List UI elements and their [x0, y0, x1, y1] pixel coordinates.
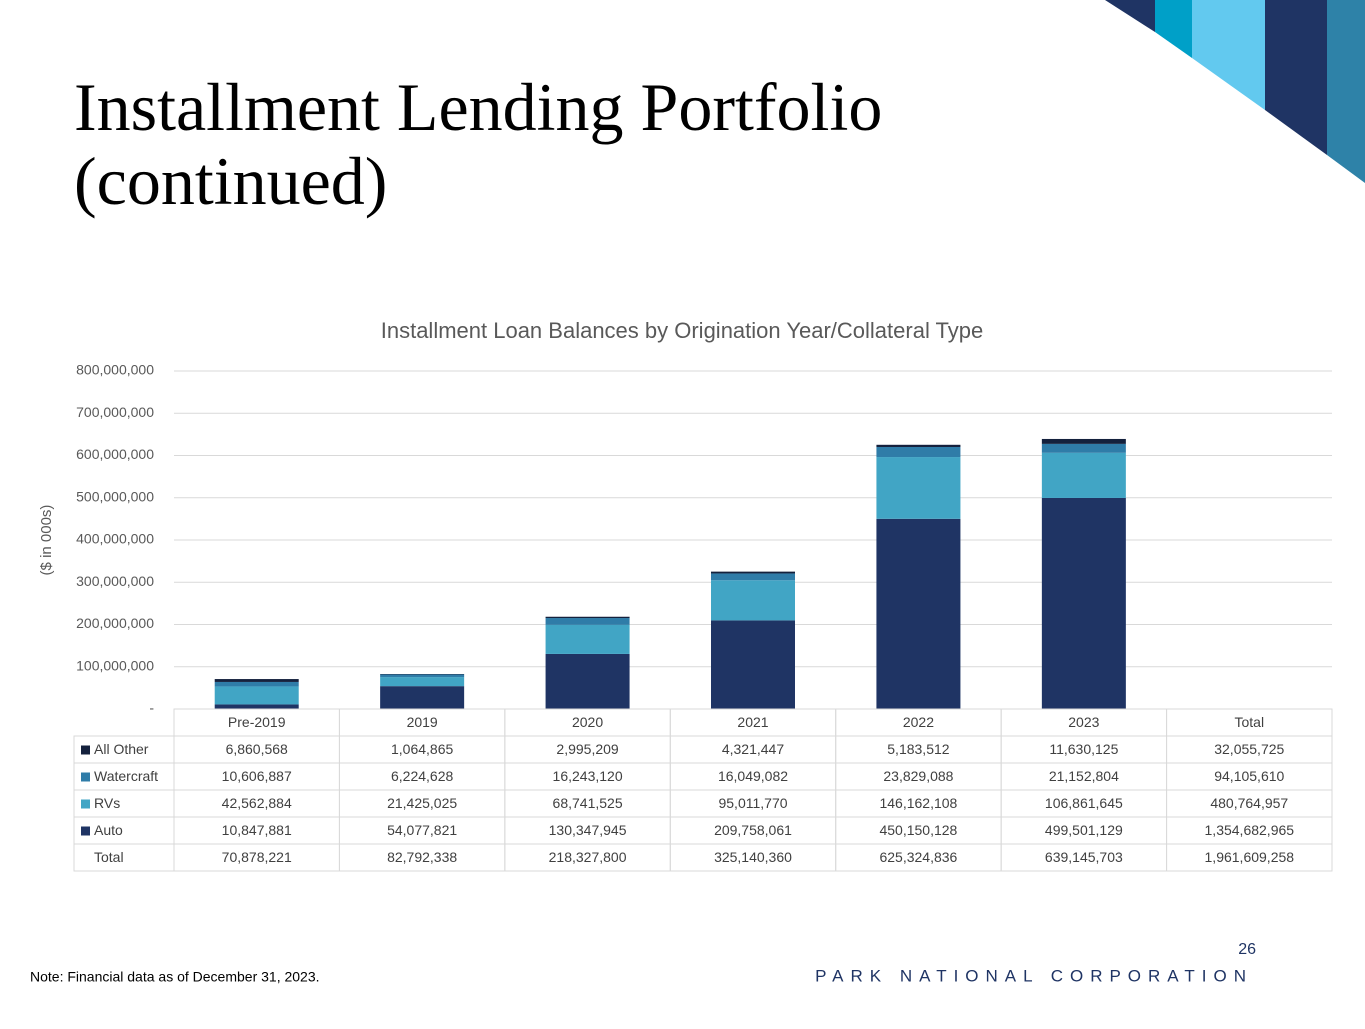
- table-value: 6,860,568: [226, 741, 288, 757]
- legend-label: RVs: [94, 795, 120, 811]
- table-cell: [74, 844, 174, 871]
- bar-segment: [215, 679, 299, 682]
- table-total: 32,055,725: [1214, 741, 1284, 757]
- table-value: 23,829,088: [883, 768, 953, 784]
- table-value: 16,243,120: [553, 768, 623, 784]
- y-tick-label: -: [149, 700, 154, 716]
- bar-segment: [380, 686, 464, 709]
- column-header: Pre-2019: [228, 714, 286, 730]
- column-header: 2021: [737, 714, 768, 730]
- column-header: Total: [1234, 714, 1264, 730]
- company-name: PARK NATIONAL CORPORATION: [815, 966, 1253, 985]
- table-value: 1,064,865: [391, 741, 453, 757]
- y-tick-label: 800,000,000: [76, 362, 154, 378]
- table-total: 82,792,338: [387, 849, 457, 865]
- y-axis-label: ($ in 000s): [38, 505, 55, 576]
- table-total: 325,140,360: [714, 849, 792, 865]
- bar-segment: [546, 618, 630, 625]
- table-value: 5,183,512: [887, 741, 949, 757]
- legend-swatch: [81, 746, 90, 755]
- legend-swatch: [81, 773, 90, 782]
- legend-label: Auto: [94, 822, 123, 838]
- legend-label: All Other: [94, 741, 149, 757]
- bar-segment: [876, 445, 960, 447]
- column-header: 2020: [572, 714, 603, 730]
- column-header: 2023: [1068, 714, 1099, 730]
- table-value: 21,425,025: [387, 795, 457, 811]
- legend-swatch: [81, 827, 90, 836]
- y-tick-label: 600,000,000: [76, 446, 154, 462]
- legend-label: Watercraft: [94, 768, 158, 784]
- table-value: 499,501,129: [1045, 822, 1123, 838]
- table-total: 70,878,221: [222, 849, 292, 865]
- bar-segment: [215, 686, 299, 704]
- title-box: Installment Lending Portfolio (continued…: [74, 70, 1074, 230]
- bar-segment: [876, 447, 960, 457]
- bar-segment: [711, 572, 795, 574]
- slide-title: Installment Lending Portfolio (continued…: [74, 70, 1074, 218]
- total-row-label: Total: [94, 849, 124, 865]
- bar-segment: [876, 457, 960, 519]
- y-tick-label: 700,000,000: [76, 404, 154, 420]
- table-value: 10,847,881: [222, 822, 292, 838]
- table-value: 10,606,887: [222, 768, 292, 784]
- table-total: 94,105,610: [1214, 768, 1284, 784]
- table-value: 11,630,125: [1049, 741, 1118, 757]
- column-header: 2022: [903, 714, 934, 730]
- table-total: 625,324,836: [879, 849, 957, 865]
- y-tick-label: 200,000,000: [76, 615, 154, 631]
- y-tick-label: 500,000,000: [76, 488, 154, 504]
- table-total: 218,327,800: [549, 849, 627, 865]
- table-value: 106,861,645: [1045, 795, 1123, 811]
- bar-segment: [1042, 439, 1126, 444]
- column-header: 2019: [407, 714, 438, 730]
- bar-segment: [546, 625, 630, 654]
- table-total: 639,145,703: [1045, 849, 1123, 865]
- table-value: 130,347,945: [549, 822, 627, 838]
- page-number: 26: [1238, 941, 1256, 958]
- y-tick-label: 400,000,000: [76, 531, 154, 547]
- chart-title: Installment Loan Balances by Origination…: [381, 318, 984, 343]
- bar-segment: [546, 654, 630, 709]
- table-total: 1,354,682,965: [1205, 822, 1295, 838]
- bar-segment: [876, 519, 960, 709]
- bar-segment: [546, 617, 630, 618]
- table-value: 209,758,061: [714, 822, 792, 838]
- table-value: 450,150,128: [879, 822, 957, 838]
- table-value: 42,562,884: [222, 795, 292, 811]
- table-value: 68,741,525: [553, 795, 623, 811]
- bar-segment: [711, 620, 795, 709]
- table-value: 4,321,447: [722, 741, 784, 757]
- bar-segment: [380, 677, 464, 686]
- bar-segment: [380, 674, 464, 677]
- bar-segment: [215, 704, 299, 709]
- y-tick-label: 300,000,000: [76, 573, 154, 589]
- table-value: 2,995,209: [556, 741, 618, 757]
- legend-swatch: [81, 800, 90, 809]
- table-value: 16,049,082: [718, 768, 788, 784]
- bar-segment: [711, 580, 795, 620]
- table-total: 480,764,957: [1210, 795, 1288, 811]
- bar-segment: [1042, 453, 1126, 498]
- table-value: 146,162,108: [879, 795, 957, 811]
- bar-segment: [1042, 498, 1126, 709]
- table-value: 21,152,804: [1049, 768, 1119, 784]
- bar-segment: [215, 682, 299, 686]
- corner-decoration: [1105, 0, 1365, 183]
- bar-segment: [711, 573, 795, 580]
- footnote: Note: Financial data as of December 31, …: [30, 969, 320, 985]
- table-value: 54,077,821: [387, 822, 457, 838]
- bar-segment: [1042, 444, 1126, 453]
- grand-total: 1,961,609,258: [1205, 849, 1295, 865]
- y-tick-label: 100,000,000: [76, 657, 154, 673]
- table-value: 95,011,770: [718, 795, 787, 811]
- table-value: 6,224,628: [391, 768, 453, 784]
